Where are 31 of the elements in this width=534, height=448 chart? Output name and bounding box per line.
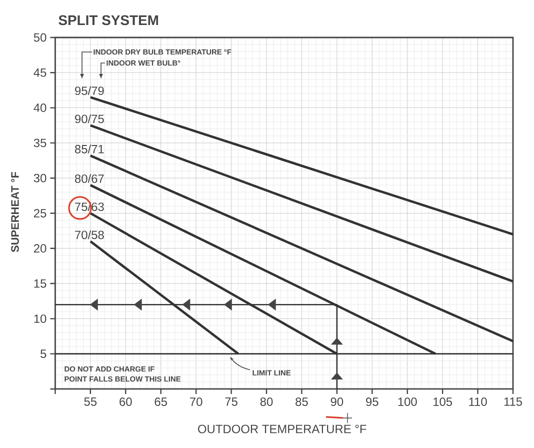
y-tick-label: 20	[34, 244, 46, 253]
y-tick-label: 40	[34, 104, 46, 112]
y-tick-label: 30	[34, 174, 46, 182]
x-tick-label: 100	[398, 398, 417, 406]
x-tick-label: 90	[330, 398, 344, 406]
x-tick-label: 60	[120, 398, 132, 406]
x-tick-label: 55	[84, 398, 97, 406]
x-tick-label: 65	[154, 398, 167, 406]
y-tick-label: 15	[34, 279, 46, 288]
series-label: 90/75	[75, 114, 104, 124]
y-tick-label: 45	[34, 68, 46, 77]
y-tick-label: 25	[34, 209, 46, 218]
x-tick-label: 105	[434, 398, 452, 406]
y-tick-label: 35	[34, 138, 46, 148]
series-label: 70/58	[75, 230, 104, 240]
x-tick-label: 115	[504, 398, 522, 406]
y-tick-label: 50	[34, 33, 46, 42]
x-tick-label: 95	[366, 398, 378, 406]
x-tick-label: 75	[225, 398, 238, 406]
series-label: 95/79	[75, 86, 104, 96]
y-tick-label: 5	[40, 350, 46, 358]
chart-title: SPLIT SYSTEM	[58, 15, 158, 26]
y-axis-title: SUPERHEAT °F	[11, 172, 19, 252]
x-tick-label: 70	[190, 398, 202, 406]
x-tick-label: 110	[469, 398, 487, 406]
series-label: 85/71	[74, 144, 104, 154]
x-tick-label: 80	[260, 398, 273, 406]
x-axis-title: OUTDOOR TEMPERATURE °F	[198, 424, 366, 434]
series-label: 80/67	[74, 174, 104, 183]
y-tick-label: 10	[34, 314, 46, 323]
x-tick-label: 85	[296, 398, 308, 406]
